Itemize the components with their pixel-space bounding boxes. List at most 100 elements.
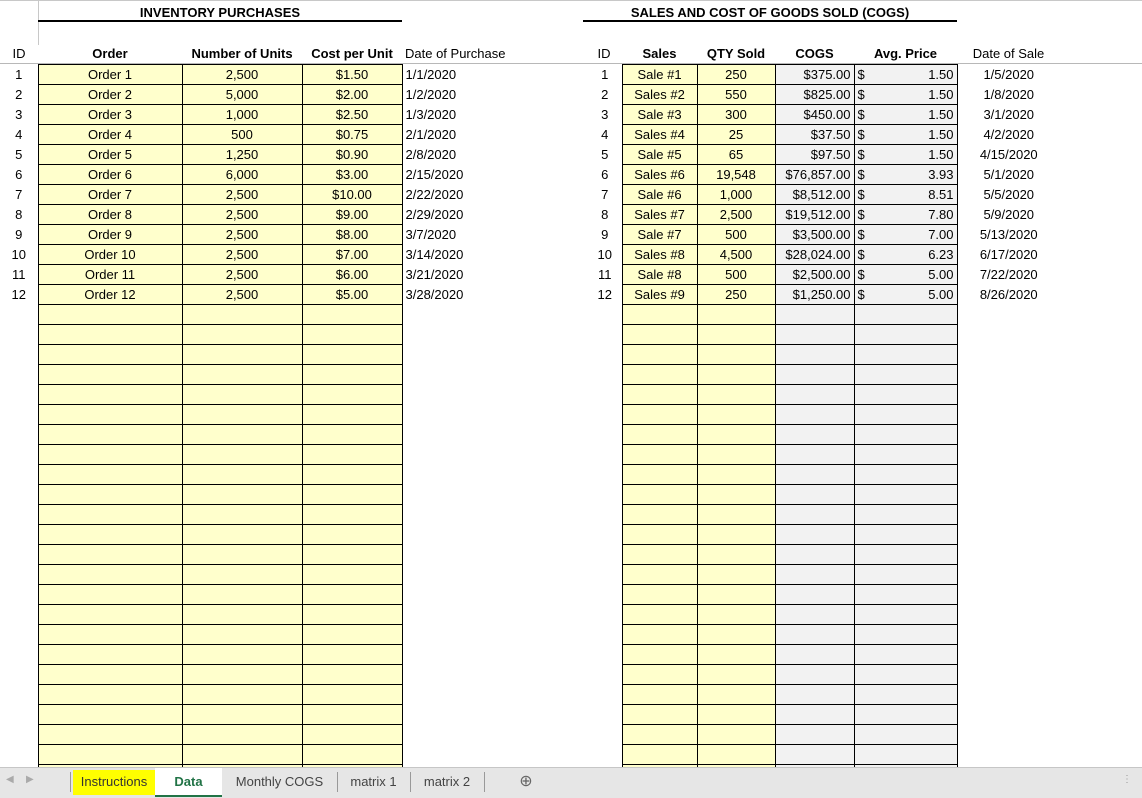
cogs-cell[interactable]: $2,500.00 xyxy=(774,264,855,285)
id-cell[interactable] xyxy=(588,325,622,345)
sales-cell[interactable] xyxy=(621,564,698,585)
sales-cell[interactable] xyxy=(621,484,698,505)
id-cell[interactable] xyxy=(588,445,622,465)
currency-cell[interactable] xyxy=(853,744,874,765)
date-cell[interactable] xyxy=(402,345,522,365)
id-cell[interactable] xyxy=(0,565,38,585)
order-cell[interactable] xyxy=(37,724,183,745)
date-cell[interactable]: 4/2/2020 xyxy=(983,127,1035,142)
avg-price-cell[interactable] xyxy=(874,404,958,425)
avg-price-cell[interactable] xyxy=(874,624,958,645)
id-cell[interactable]: 4 xyxy=(601,127,609,142)
order-cell[interactable] xyxy=(37,504,183,525)
id-cell[interactable]: 6 xyxy=(15,167,23,182)
scroll-left-icon[interactable]: ◀ xyxy=(6,774,14,785)
id-cell[interactable] xyxy=(0,745,38,765)
units-cell[interactable]: 2,500 xyxy=(181,224,303,245)
cost-cell[interactable]: $7.00 xyxy=(301,244,403,265)
sales-cell[interactable] xyxy=(621,584,698,605)
order-cell[interactable] xyxy=(37,444,183,465)
currency-cell[interactable] xyxy=(853,464,874,485)
order-cell[interactable] xyxy=(37,324,183,345)
qty-cell[interactable] xyxy=(696,724,776,745)
units-cell[interactable] xyxy=(181,604,303,625)
qty-cell[interactable] xyxy=(696,684,776,705)
currency-cell[interactable] xyxy=(853,504,874,525)
date-cell[interactable]: 6/17/2020 xyxy=(979,247,1038,262)
units-cell[interactable]: 2,500 xyxy=(181,204,303,225)
order-cell[interactable] xyxy=(37,384,183,405)
id-cell[interactable]: 4 xyxy=(15,127,23,142)
currency-cell[interactable]: $ xyxy=(853,184,874,205)
units-cell[interactable] xyxy=(181,624,303,645)
id-cell[interactable]: 1 xyxy=(15,67,23,82)
id-cell[interactable] xyxy=(588,665,622,685)
avg-price-cell[interactable] xyxy=(874,464,958,485)
currency-cell[interactable] xyxy=(853,644,874,665)
qty-cell[interactable] xyxy=(696,364,776,385)
qty-cell[interactable]: 250 xyxy=(696,284,776,305)
cost-cell[interactable] xyxy=(301,724,403,745)
date-cell[interactable] xyxy=(402,445,522,465)
currency-cell[interactable] xyxy=(853,424,874,445)
cogs-cell[interactable] xyxy=(774,324,855,345)
cost-cell[interactable] xyxy=(301,324,403,345)
date-cell[interactable] xyxy=(957,545,1060,565)
currency-cell[interactable]: $ xyxy=(853,64,874,85)
cogs-cell[interactable] xyxy=(774,684,855,705)
order-cell[interactable]: Order 7 xyxy=(37,184,183,205)
avg-price-cell[interactable] xyxy=(874,364,958,385)
units-cell[interactable]: 2,500 xyxy=(181,184,303,205)
qty-cell[interactable]: 19,548 xyxy=(696,164,776,185)
id-cell[interactable] xyxy=(0,365,38,385)
sales-cell[interactable] xyxy=(621,644,698,665)
id-cell[interactable]: 5 xyxy=(15,147,23,162)
date-cell[interactable] xyxy=(402,665,522,685)
avg-price-cell[interactable]: 8.51 xyxy=(874,184,958,205)
sales-cell[interactable]: Sale #6 xyxy=(621,184,698,205)
id-cell[interactable]: 6 xyxy=(601,167,609,182)
cost-cell[interactable] xyxy=(301,544,403,565)
sales-cell[interactable]: Sale #1 xyxy=(621,64,698,85)
date-cell[interactable]: 3/14/2020 xyxy=(405,247,464,262)
date-cell[interactable] xyxy=(402,625,522,645)
cogs-cell[interactable] xyxy=(774,424,855,445)
sales-cell[interactable] xyxy=(621,544,698,565)
date-cell[interactable]: 3/28/2020 xyxy=(405,287,464,302)
date-cell[interactable] xyxy=(957,565,1060,585)
date-cell[interactable]: 1/1/2020 xyxy=(405,67,457,82)
qty-cell[interactable] xyxy=(696,504,776,525)
cogs-cell[interactable] xyxy=(774,404,855,425)
units-cell[interactable] xyxy=(181,704,303,725)
cost-cell[interactable] xyxy=(301,644,403,665)
order-cell[interactable] xyxy=(37,404,183,425)
qty-cell[interactable] xyxy=(696,584,776,605)
qty-cell[interactable] xyxy=(696,524,776,545)
id-cell[interactable]: 7 xyxy=(15,187,23,202)
currency-cell[interactable] xyxy=(853,604,874,625)
date-cell[interactable]: 1/2/2020 xyxy=(405,87,457,102)
date-cell[interactable] xyxy=(957,345,1060,365)
avg-price-cell[interactable]: 1.50 xyxy=(874,104,958,125)
avg-price-cell[interactable] xyxy=(874,664,958,685)
units-cell[interactable] xyxy=(181,564,303,585)
qty-cell[interactable] xyxy=(696,444,776,465)
id-cell[interactable]: 7 xyxy=(601,187,609,202)
sales-cell[interactable] xyxy=(621,624,698,645)
id-cell[interactable]: 5 xyxy=(601,147,609,162)
date-cell[interactable] xyxy=(402,305,522,325)
units-cell[interactable]: 1,000 xyxy=(181,104,303,125)
cost-cell[interactable] xyxy=(301,444,403,465)
sales-cell[interactable]: Sale #5 xyxy=(621,144,698,165)
cogs-cell[interactable]: $1,250.00 xyxy=(774,284,855,305)
qty-cell[interactable] xyxy=(696,604,776,625)
cost-cell[interactable]: $0.90 xyxy=(301,144,403,165)
date-cell[interactable] xyxy=(957,665,1060,685)
avg-price-cell[interactable] xyxy=(874,564,958,585)
id-cell[interactable]: 9 xyxy=(15,227,23,242)
order-cell[interactable]: Order 12 xyxy=(37,284,183,305)
date-cell[interactable] xyxy=(957,445,1060,465)
qty-cell[interactable]: 500 xyxy=(696,224,776,245)
units-cell[interactable] xyxy=(181,324,303,345)
date-cell[interactable] xyxy=(402,505,522,525)
